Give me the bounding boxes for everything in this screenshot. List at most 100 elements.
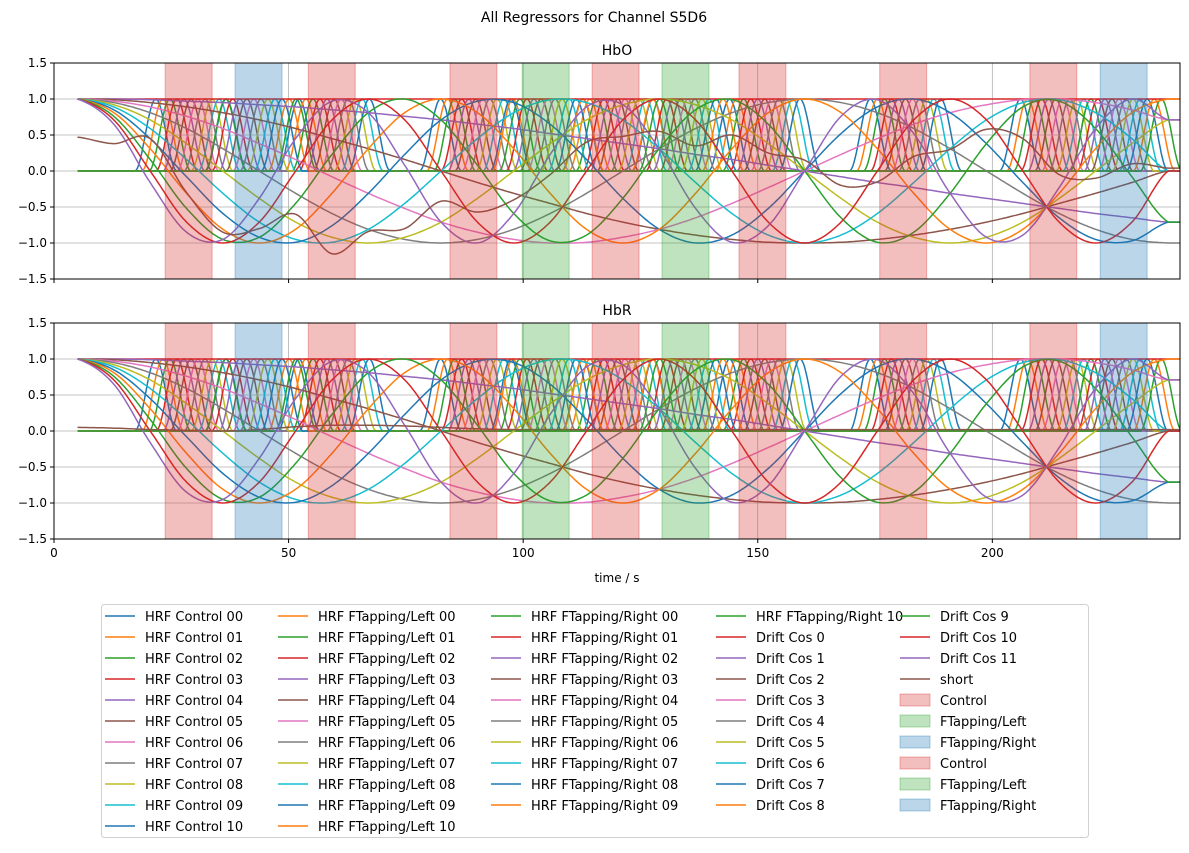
legend-entry: HRF Control 07 <box>105 757 243 772</box>
legend-entry: HRF FTapping/Right 01 <box>491 631 678 646</box>
y-tick-label: 1.0 <box>28 352 47 366</box>
event-span <box>521 62 570 280</box>
legend-entry: HRF FTapping/Right 04 <box>491 694 678 709</box>
legend-entry: HRF Control 01 <box>105 631 243 646</box>
legend-label: Drift Cos 0 <box>756 631 825 646</box>
legend-entry: HRF FTapping/Right 05 <box>491 715 678 730</box>
legend-entry: HRF FTapping/Left 10 <box>278 820 456 835</box>
legend-entry: Drift Cos 8 <box>716 799 825 814</box>
legend-label: HRF FTapping/Left 06 <box>318 736 456 751</box>
panel-hbr: 1.5 1.0 0.5 0.0 −0.5 −1.0 −1.50 50 100 150 200 <box>18 316 1181 560</box>
legend-label: HRF Control 09 <box>145 799 243 814</box>
legend-entry: HRF FTapping/Left 08 <box>278 778 456 793</box>
legend-label: HRF Control 06 <box>145 736 243 751</box>
legend-entry: HRF FTapping/Right 00 <box>491 610 678 625</box>
event-span <box>591 62 640 280</box>
legend-entry: HRF FTapping/Right 07 <box>491 757 678 772</box>
event-span <box>234 322 283 540</box>
event-span <box>1029 62 1078 280</box>
series-line-drift <box>77 98 1180 244</box>
event-span <box>307 322 356 540</box>
legend-entry: HRF Control 02 <box>105 652 243 667</box>
legend-entry: HRF Control 10 <box>105 820 243 835</box>
legend-label: HRF FTapping/Left 01 <box>318 631 456 646</box>
legend-entry: FTapping/Left <box>899 714 1026 730</box>
legend-entry: HRF Control 05 <box>105 715 243 730</box>
event-span <box>879 322 928 540</box>
legend-label: Drift Cos 5 <box>756 736 825 751</box>
series-line-drift <box>77 358 1180 504</box>
series-line-short <box>77 424 1180 432</box>
legend-entry: FTapping/Right <box>899 735 1036 751</box>
legend-entry: Drift Cos 9 <box>900 610 1009 625</box>
legend-label: HRF Control 02 <box>145 652 243 667</box>
panel-hbo: 1.5 1.0 0.5 0.0 −0.5 −1.0 −1.5 <box>18 56 1181 286</box>
legend-label: HRF FTapping/Left 02 <box>318 652 456 667</box>
y-tick-label: 0.5 <box>28 128 47 142</box>
series-line-drift <box>77 98 1180 244</box>
x-tick-label: 50 <box>281 546 296 560</box>
legend-label: Drift Cos 8 <box>756 799 825 814</box>
legend-label: FTapping/Right <box>940 799 1036 814</box>
legend-entry: HRF FTapping/Left 01 <box>278 631 456 646</box>
legend-label: HRF FTapping/Left 09 <box>318 799 456 814</box>
y-tick-label: 0.0 <box>28 424 47 438</box>
legend-entry: Drift Cos 1 <box>716 652 825 667</box>
event-span <box>1029 322 1078 540</box>
legend-label: Drift Cos 2 <box>756 673 825 688</box>
legend-entry: HRF FTapping/Left 05 <box>278 715 456 730</box>
legend-entry: HRF FTapping/Left 09 <box>278 799 456 814</box>
event-span <box>234 62 283 280</box>
legend-label: HRF FTapping/Right 09 <box>531 799 678 814</box>
legend-entry: HRF Control 03 <box>105 673 243 688</box>
legend-entry: HRF FTapping/Left 04 <box>278 694 456 709</box>
series-line-drift <box>77 358 1180 504</box>
legend-label: Drift Cos 1 <box>756 652 825 667</box>
event-span <box>738 62 787 280</box>
figure-title: All Regressors for Channel S5D6 <box>481 10 707 26</box>
legend-entry: HRF FTapping/Left 03 <box>278 673 456 688</box>
series-line-drift <box>77 358 1180 483</box>
legend-label: HRF FTapping/Right 07 <box>531 757 678 772</box>
legend-entry: FTapping/Left <box>899 777 1026 793</box>
event-span <box>164 322 213 540</box>
legend-entry: HRF FTapping/Right 09 <box>491 799 678 814</box>
legend-label: HRF FTapping/Right 05 <box>531 715 678 730</box>
series-line-drift <box>77 98 1180 244</box>
legend-entry: HRF FTapping/Right 02 <box>491 652 678 667</box>
legend-label: Drift Cos 3 <box>756 694 825 709</box>
legend-label: HRF FTapping/Left 10 <box>318 820 456 835</box>
y-tick-label: −0.5 <box>18 200 47 214</box>
legend-entry: Drift Cos 10 <box>900 631 1017 646</box>
panel-title-hbr: HbR <box>602 303 631 319</box>
event-span <box>449 322 498 540</box>
event-span <box>661 322 710 540</box>
y-tick-label: −0.5 <box>18 460 47 474</box>
x-tick-label: 150 <box>746 546 769 560</box>
legend-label: HRF Control 00 <box>145 610 243 625</box>
y-tick-label: 0.5 <box>28 388 47 402</box>
event-span <box>1099 62 1148 280</box>
y-tick-label: 1.5 <box>28 316 47 330</box>
series-line-drift <box>77 98 1180 223</box>
legend-entry: HRF Control 04 <box>105 694 243 709</box>
legend-label: HRF Control 08 <box>145 778 243 793</box>
legend-entry: HRF FTapping/Left 07 <box>278 757 456 772</box>
legend-label: HRF Control 01 <box>145 631 243 646</box>
legend-entry: HRF FTapping/Left 06 <box>278 736 456 751</box>
legend-label: HRF FTapping/Right 06 <box>531 736 678 751</box>
panel-title-hbo: HbO <box>602 43 632 59</box>
y-tick-label: 0.0 <box>28 164 47 178</box>
legend-label: HRF FTapping/Left 05 <box>318 715 456 730</box>
legend-label: Control <box>940 757 987 772</box>
legend: HRF Control 00 HRF Control 01 HRF Control … <box>101 604 1089 838</box>
event-span <box>307 62 356 280</box>
series-line-drift <box>77 358 1180 504</box>
legend-label: HRF FTapping/Right 10 <box>756 610 903 625</box>
series-line-drift <box>77 358 1180 504</box>
legend-entry: HRF Control 08 <box>105 778 243 793</box>
legend-label: HRF FTapping/Right 03 <box>531 673 678 688</box>
event-span <box>879 62 928 280</box>
series-line-drift <box>77 358 1180 504</box>
legend-entry: HRF FTapping/Right 08 <box>491 778 678 793</box>
